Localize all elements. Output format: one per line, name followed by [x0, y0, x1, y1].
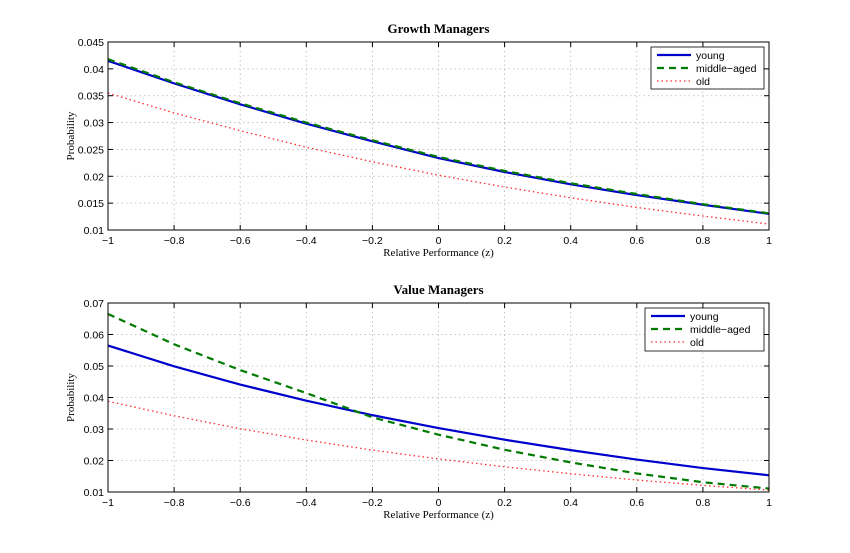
- x-tick-label: −1: [102, 235, 114, 247]
- y-tick-label: 0.03: [84, 424, 105, 436]
- y-tick-label: 0.06: [84, 330, 105, 342]
- y-tick-label: 0.01: [84, 487, 105, 499]
- y-tick-label: 0.035: [78, 91, 104, 103]
- y-tick-label: 0.02: [84, 171, 105, 183]
- x-tick-label: 0: [436, 235, 442, 247]
- x-tick-label: −0.6: [230, 235, 251, 247]
- x-axis-label: Relative Performance (z): [383, 247, 494, 259]
- x-tick-label: 0: [436, 497, 442, 509]
- series-line-old: [107, 400, 770, 491]
- x-tick-label: 0.2: [497, 497, 512, 509]
- x-axis-label: Relative Performance (z): [383, 509, 494, 521]
- x-tick-label: 0.6: [629, 235, 644, 247]
- y-tick-label: 0.04: [84, 393, 105, 405]
- y-axis-label: Probability: [65, 373, 77, 422]
- y-axis-label: Probability: [65, 111, 77, 160]
- legend-label: young: [690, 311, 719, 323]
- series-line-old: [107, 92, 770, 225]
- x-tick-label: 0.8: [696, 497, 711, 509]
- x-tick-label: −0.8: [164, 235, 185, 247]
- legend-label: old: [690, 337, 704, 349]
- y-tick-label: 0.025: [78, 144, 104, 156]
- chart-panel-2: −1 −0.8 −0.6 −0.4 −0.2 0 0.2 0.4 0.6 0.8 1 0.01 0.02…: [65, 282, 772, 521]
- y-tick-label: 0.03: [84, 118, 105, 130]
- y-tick-label: 0.01: [84, 225, 105, 237]
- x-tick-label: 1: [766, 235, 772, 247]
- series-line-middleaged: [107, 58, 770, 215]
- legend-label: middle−aged: [696, 63, 757, 75]
- x-tick-label: −1: [102, 497, 114, 509]
- x-tick-label: 0.8: [696, 235, 711, 247]
- chart-title: Growth Managers: [388, 21, 490, 36]
- chart-title: Value Managers: [393, 282, 483, 297]
- y-tick-label: 0.04: [84, 64, 105, 76]
- series-line-young: [107, 344, 770, 477]
- y-tick-label: 0.045: [78, 37, 104, 49]
- legend-label: old: [696, 76, 710, 88]
- x-tick-label: 0.2: [497, 235, 512, 247]
- chart-panel-1: −1 −0.8 −0.6 −0.4 −0.2 0 0.2 0.4 0.6 0.8 1 0.01 0.01…: [65, 21, 772, 259]
- y-tick-label: 0.05: [84, 361, 105, 373]
- x-tick-label: 0.4: [563, 497, 578, 509]
- legend-label: young: [696, 50, 725, 62]
- y-tick-label: 0.015: [78, 198, 104, 210]
- x-tick-label: 0.6: [629, 497, 644, 509]
- y-tick-label: 0.07: [84, 298, 105, 310]
- x-tick-label: −0.6: [230, 497, 251, 509]
- x-tick-label: 1: [766, 497, 772, 509]
- x-tick-label: −0.2: [362, 497, 383, 509]
- x-tick-label: −0.2: [362, 235, 383, 247]
- x-tick-label: −0.4: [296, 497, 317, 509]
- x-tick-label: −0.8: [164, 497, 185, 509]
- legend-label: middle−aged: [690, 324, 751, 336]
- series-line-middleaged: [107, 313, 770, 490]
- x-tick-label: 0.4: [563, 235, 578, 247]
- x-tick-label: −0.4: [296, 235, 317, 247]
- y-tick-label: 0.02: [84, 456, 105, 468]
